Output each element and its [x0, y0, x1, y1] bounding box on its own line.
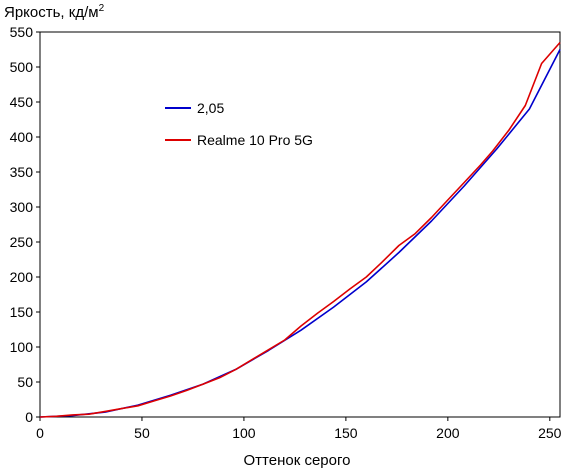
y-tick-label: 550 — [10, 24, 34, 40]
plot-area-frame — [39, 31, 561, 418]
y-tick-label: 100 — [10, 339, 34, 355]
y-tick-label: 0 — [25, 409, 33, 425]
y-axis-ticks: 0 50 100 150 200 250 300 350 400 450 500 550 — [10, 24, 40, 425]
x-tick-label: 50 — [134, 425, 150, 441]
x-tick-label: 200 — [436, 425, 460, 441]
y-tick-label: 500 — [10, 59, 34, 75]
legend: 2,05 Realme 10 Pro 5G — [165, 100, 313, 148]
y-tick-label: 200 — [10, 269, 34, 285]
x-tick-label: 100 — [232, 425, 256, 441]
y-axis-title: Яркость, кд/м2 — [4, 3, 105, 21]
x-axis-ticks: 0 50 100 150 200 250 — [36, 417, 562, 441]
x-axis-title: Оттенок серого — [244, 452, 351, 469]
y-tick-label: 300 — [10, 199, 34, 215]
y-tick-label: 400 — [10, 129, 34, 145]
y-tick-label: 350 — [10, 164, 34, 180]
x-tick-label: 150 — [334, 425, 358, 441]
y-tick-label: 50 — [17, 374, 33, 390]
series-layer — [39, 41, 561, 418]
x-tick-label: 250 — [538, 425, 562, 441]
y-tick-label: 450 — [10, 94, 34, 110]
legend-label-2: Realme 10 Pro 5G — [197, 132, 313, 148]
y-tick-label: 250 — [10, 234, 34, 250]
legend-label-1: 2,05 — [197, 100, 224, 116]
y-tick-label: 150 — [10, 304, 34, 320]
series-line-2 — [39, 41, 561, 418]
x-tick-label: 0 — [36, 425, 44, 441]
series-line-1 — [39, 49, 561, 418]
